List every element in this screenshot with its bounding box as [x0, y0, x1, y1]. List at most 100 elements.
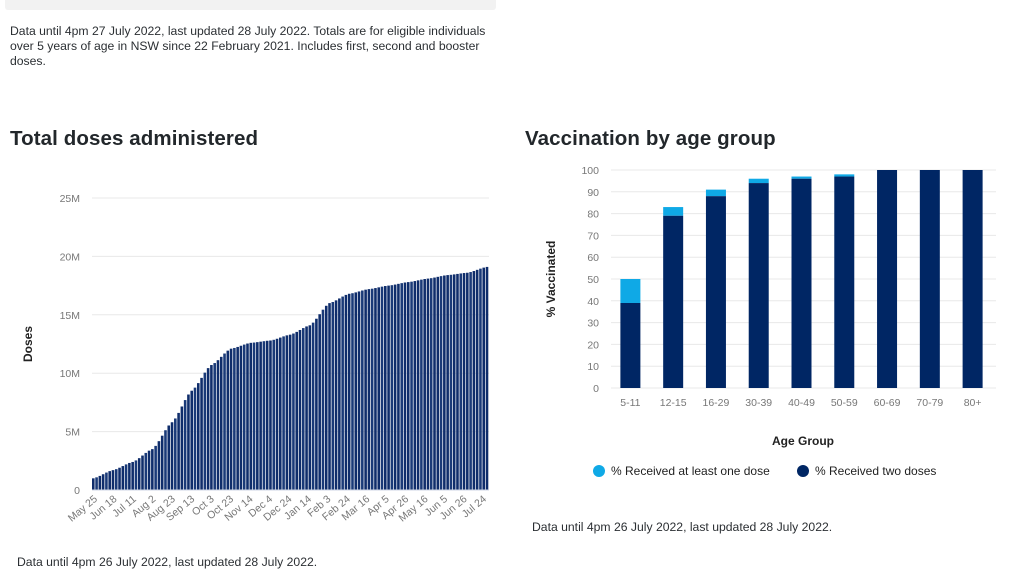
y-tick-label: 40: [587, 296, 599, 308]
y-tick-label: 5M: [65, 427, 80, 439]
bar-two-doses: [834, 176, 855, 388]
bar-at-least-one-dose: [705, 189, 726, 197]
dose-bar: [147, 450, 151, 490]
age-group-title: Vaccination by age group: [525, 127, 776, 150]
dose-bar: [311, 322, 315, 490]
dose-bar: [420, 279, 423, 490]
top-panel-box: [5, 0, 496, 10]
y-tick-label: 15M: [60, 310, 80, 322]
dose-bar: [406, 282, 410, 490]
dose-bar: [249, 342, 253, 490]
bar-at-least-one-dose: [791, 176, 812, 179]
y-axis-title: Doses: [21, 326, 35, 362]
dose-bar: [200, 377, 203, 490]
dose-bar: [124, 464, 128, 490]
y-tick-label: 30: [587, 318, 599, 330]
y-tick-label: 25M: [60, 193, 80, 205]
y-tick-label: 50: [587, 274, 599, 286]
x-axis-title: Age Group: [772, 434, 834, 448]
dose-bar: [456, 273, 459, 490]
bar-at-least-one-dose: [620, 279, 641, 303]
dose-bar: [485, 266, 489, 490]
dose-bar: [436, 276, 440, 490]
dose-bar: [390, 285, 394, 490]
dose-bar: [384, 286, 387, 490]
dose-bar: [410, 281, 413, 490]
dose-bar: [475, 269, 479, 490]
dose-bar: [180, 406, 184, 490]
dose-bar: [301, 328, 305, 490]
dose-bar: [134, 460, 138, 490]
dose-bar: [338, 298, 341, 490]
bar-two-doses: [620, 302, 641, 388]
dose-bar: [98, 475, 102, 490]
dose-bar: [466, 272, 469, 490]
dose-bar: [282, 336, 285, 490]
total-doses-title: Total doses administered: [10, 127, 259, 150]
y-tick-label: 80: [587, 209, 599, 221]
dose-bar: [482, 267, 486, 490]
dose-bar: [459, 273, 463, 490]
dose-bar: [370, 288, 374, 490]
dose-bar: [157, 441, 161, 490]
dose-bar: [177, 412, 180, 490]
legend-marker-two-doses: [797, 465, 809, 477]
dose-bar: [377, 287, 381, 490]
dose-bar: [275, 338, 279, 490]
x-tick-label: 5-11: [620, 397, 640, 409]
dose-bar: [331, 301, 335, 490]
dose-bar: [449, 274, 453, 490]
dose-bar: [393, 284, 397, 490]
dose-bar: [187, 394, 190, 490]
dose-bar: [433, 277, 436, 490]
dose-bar: [347, 293, 351, 490]
x-tick-label: 16-29: [703, 397, 730, 409]
dose-bar: [292, 333, 295, 490]
dose-bar: [223, 353, 226, 490]
dose-bar: [262, 341, 266, 490]
dose-bar: [105, 472, 108, 490]
data-notice: Data until 4pm 27 July 2022, last update…: [10, 24, 486, 68]
x-tick-label: 70-79: [916, 397, 943, 409]
dose-bar: [446, 275, 449, 490]
dose-bar: [269, 340, 272, 490]
dose-bar: [216, 360, 220, 490]
dose-bar: [479, 268, 482, 490]
dose-bar: [121, 466, 125, 490]
dose-bar: [321, 309, 325, 490]
y-tick-label: 10: [587, 361, 599, 373]
dose-bar: [367, 289, 371, 490]
bar-at-least-one-dose: [834, 174, 855, 177]
dose-bar: [183, 400, 187, 490]
dose-bar: [141, 455, 144, 490]
bar-two-doses: [791, 178, 812, 388]
bar-two-doses: [877, 170, 898, 388]
dose-bar: [416, 280, 420, 490]
dose-bar: [324, 305, 328, 490]
dose-bar: [131, 461, 134, 490]
y-tick-label: 100: [581, 165, 599, 177]
x-tick-label: 60-69: [874, 397, 901, 409]
dose-bar: [196, 383, 200, 490]
dose-bar: [462, 273, 466, 490]
total-doses-note: Data until 4pm 26 July 2022, last update…: [17, 555, 318, 569]
dose-bar: [374, 288, 377, 490]
y-axis-title: % Vaccinated: [544, 241, 558, 318]
bar-at-least-one-dose: [663, 207, 684, 216]
bar-two-doses: [705, 196, 726, 388]
y-tick-label: 20M: [60, 251, 80, 263]
dose-bar: [236, 346, 239, 490]
dose-bar: [101, 474, 105, 490]
dose-bar: [387, 285, 390, 490]
dose-bar: [111, 470, 115, 490]
dose-bar: [344, 294, 348, 490]
y-tick-label: 20: [587, 339, 599, 351]
dose-bar: [265, 340, 269, 490]
dose-bar: [429, 278, 433, 490]
bar-at-least-one-dose: [748, 178, 769, 184]
dose-bar: [472, 271, 476, 490]
dose-bar: [239, 345, 243, 490]
dose-bar: [164, 430, 167, 490]
dose-bar: [400, 283, 403, 490]
